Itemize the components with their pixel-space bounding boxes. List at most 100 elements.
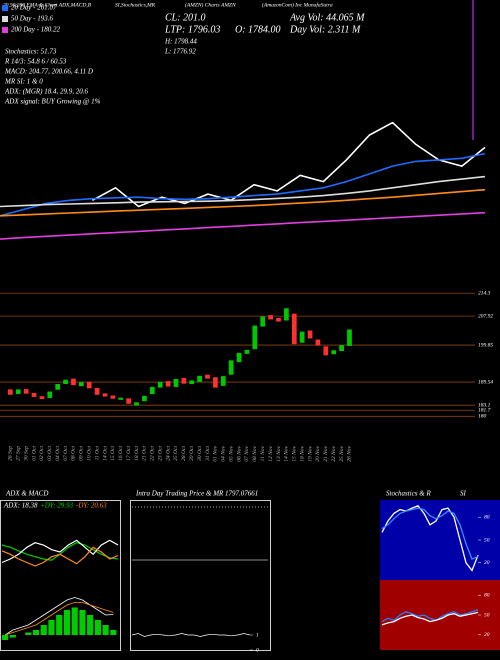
info-line: R 14/3: 54.8 6 / 60.53 [4,58,67,66]
x-tick-label: 26 Nov [347,445,353,461]
indicator-label: ADX: 18.38 [3,502,38,510]
candle [236,352,242,363]
x-tick-label: 22 Nov [331,445,337,461]
candle [8,389,13,395]
x-tick-label: 27 Sep [16,446,22,461]
y-tick-label: 50 [484,612,490,618]
macd-bar [25,632,32,635]
macd-bar [40,625,47,635]
series-line [1,546,119,567]
macd-bar [71,607,78,635]
x-tick-label: 21 Oct [142,446,148,461]
x-tick-label: 16 Oct [118,446,124,461]
candle [228,360,234,375]
x-tick-label: 06 Nov [236,445,242,461]
candle [276,317,281,322]
legend-label: 50 Day - 193.6 [11,15,53,23]
info-line: MACD: 204.77, 200.66, 4.11 D [4,68,93,76]
y-tick-label: 199.85 [478,342,493,348]
x-tick-label: 11 Oct [94,446,100,461]
candle [134,402,139,406]
x-tick-label: 31 Oct [205,446,211,462]
candle [102,393,108,397]
stoch-bg [380,500,500,580]
y-tick-label: 189.54 [478,378,493,385]
header-top-left: 20,50,200 EMA & Chart ADX,MACD,B [3,2,92,8]
candle [299,331,305,343]
candle [55,384,61,390]
series-line [0,152,486,217]
x-tick-label: 11 Nov [260,445,266,461]
x-tick-label: 25 Nov [339,445,345,461]
candle [260,316,266,327]
indicator-label: -DY: 20.63 [76,502,107,510]
indicator-label: +DY: 29.93 [40,502,74,510]
x-tick-label: 05 Nov [228,445,234,461]
y-tick-label: 214.3 [478,289,491,296]
mrsi-bg [380,580,500,650]
candle [284,308,289,321]
legend-swatch [2,16,8,22]
candle [165,381,171,387]
x-tick-label: 30 Sep [23,446,29,462]
x-tick-label: 29 Oct [189,446,195,461]
macd-bar [110,630,117,635]
header-ltp: LTP: 1796.03 [164,24,220,35]
candle [339,345,344,352]
series-line [131,633,251,637]
x-tick-label: 12 Nov [268,445,274,461]
candle [126,398,132,404]
header-high: H: 1798.44 [164,38,197,46]
intraday-frame [130,500,271,651]
macd-bar [102,625,109,635]
x-tick-label: 23 Oct [157,446,163,461]
candle [118,397,124,400]
x-tick-label: 13 Nov [276,445,282,461]
series-line [1,539,119,564]
y-tick-label: 0 [256,647,259,653]
header-day-vol: Day Vol: 2.311 M [289,24,361,35]
panel-title: Intra Day Trading Price & MR 1797.07661 [135,490,258,498]
panel-title: ADX & MACD [5,490,48,498]
x-tick-label: 15 Nov [292,445,298,461]
macd-bar [48,620,55,635]
candle [244,349,250,354]
x-tick-label: 14 Oct [101,446,108,461]
candle [268,315,273,320]
series-line [381,609,479,623]
series-line [0,175,486,208]
candle [63,379,68,385]
x-tick-label: 20 Nov [315,445,321,461]
macd-bar [2,635,9,640]
macd-line [4,602,114,636]
x-tick-label: 04 Nov [220,445,227,461]
header-low: L: 1776.92 [164,48,196,56]
series-line [381,505,479,572]
series-line [0,211,486,240]
candle [31,392,37,397]
legend-swatch [2,5,8,11]
candle [173,378,179,387]
candle [220,376,226,386]
x-tick-label: 26 Sep [8,446,14,461]
x-tick-label: 07 Nov [244,445,250,461]
candle [94,387,100,395]
x-tick-label: 28 Oct [181,446,187,461]
candle [71,378,76,386]
chart-layer: 20,50,200 EMA & Chart ADX,MACD,B SI,Stoch… [0,1,493,653]
candle [189,380,195,385]
y-tick-label: 50 [484,537,490,543]
candle [181,377,187,384]
macd-bar [56,615,63,635]
x-tick-label: 30 Oct [197,446,203,462]
legend-label: 20 Day - 201.07 [11,4,57,12]
x-tick-label: 14 Nov [283,445,290,461]
y-tick-label: 80 [484,592,490,598]
x-tick-label: 09 Oct [79,446,85,461]
info-line: ADX signal: BUY Growing @ 1% [4,98,101,106]
candle [15,389,21,395]
candle [86,381,92,389]
macd-bar [94,620,101,635]
macd-bar [63,610,71,635]
